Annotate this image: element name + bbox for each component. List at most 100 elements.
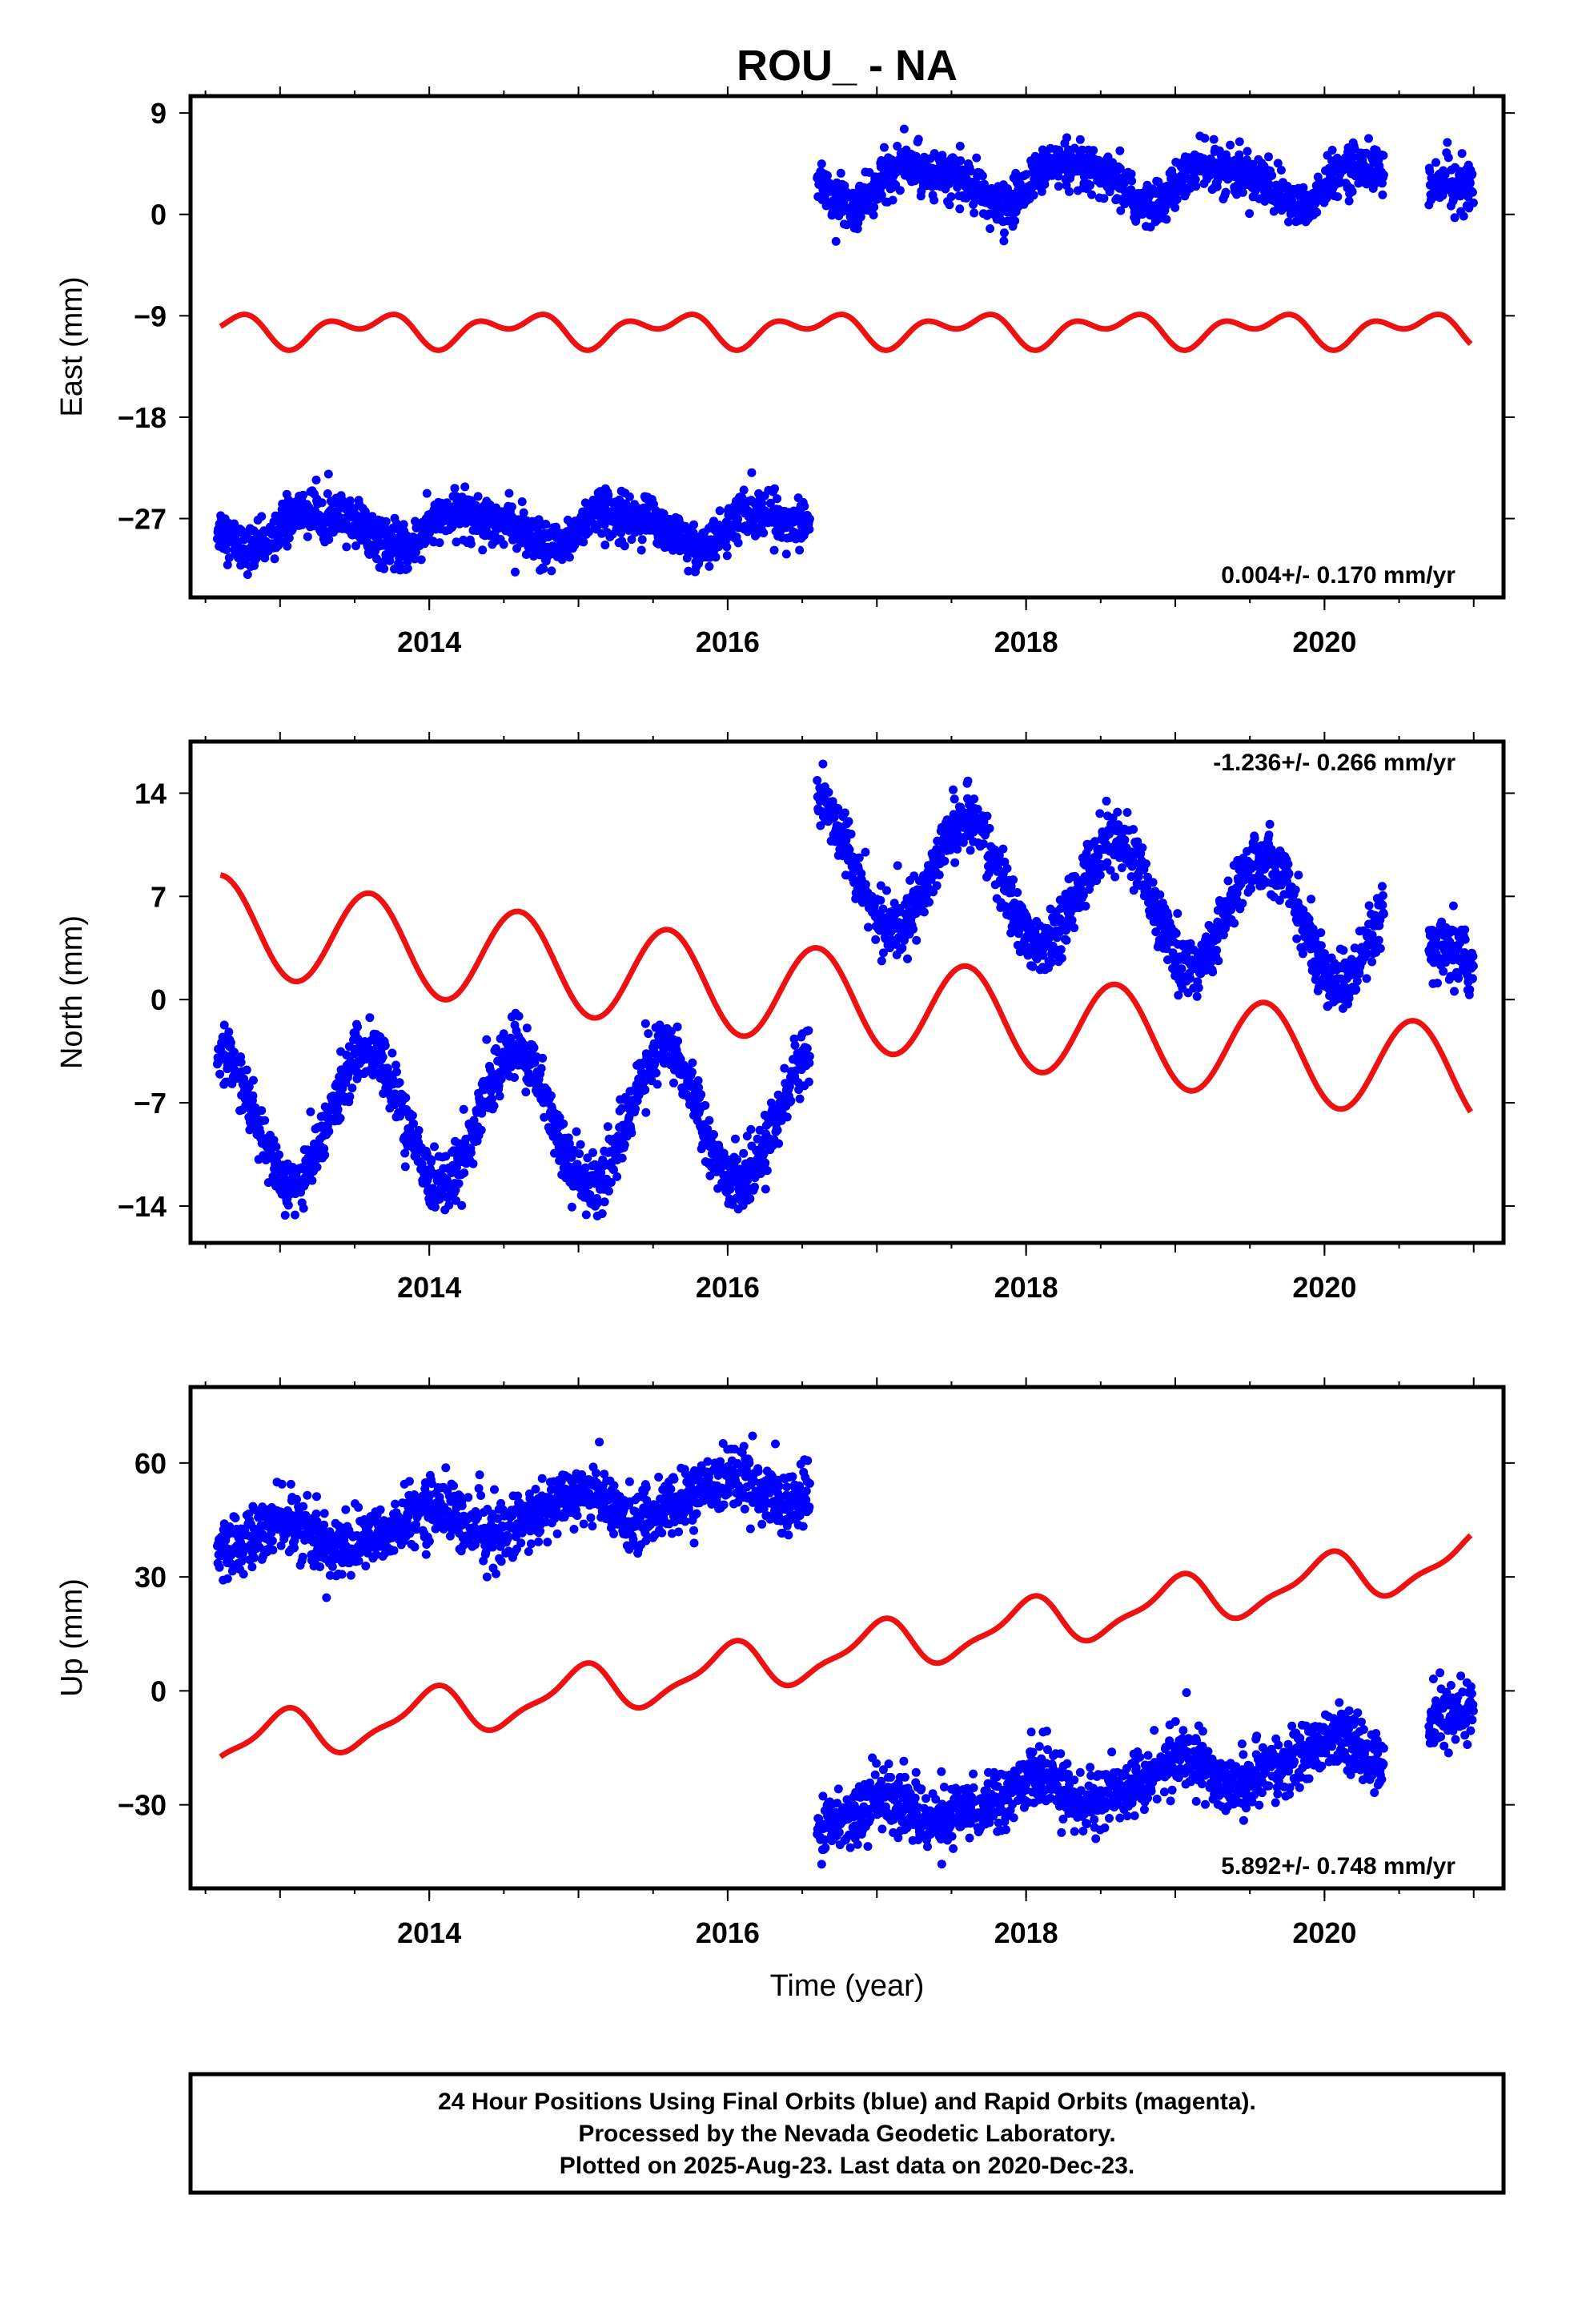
data-point [1468,187,1477,197]
data-point [476,1125,486,1135]
data-point [391,1060,400,1070]
data-point [1138,843,1147,853]
data-point [572,1160,582,1169]
data-point [966,167,976,176]
data-point [1364,134,1373,143]
rate-label: 0.004+/- 0.170 mm/yr [1221,562,1456,589]
data-point [1431,158,1440,167]
data-point [379,564,389,573]
data-point [861,847,870,857]
data-point [694,1083,704,1092]
data-point [1120,835,1130,845]
data-point [248,1091,258,1100]
data-point [972,153,982,163]
data-point [270,554,279,564]
data-point [1115,146,1125,155]
data-point [1312,207,1322,217]
data-point [1078,145,1087,155]
data-point [307,1176,317,1185]
data-point [773,494,782,504]
data-point [1115,163,1125,173]
data-point [1155,890,1165,899]
data-point [925,898,934,907]
data-point [956,156,966,166]
data-point [317,498,327,508]
data-point [603,1122,612,1132]
data-point [567,1202,576,1212]
data-point [452,537,461,547]
data-point [782,1112,792,1122]
data-point [687,1068,697,1077]
data-point [869,203,879,212]
data-point [222,545,231,555]
data-point [846,830,856,838]
data-point [403,564,412,573]
data-point [1276,166,1286,175]
data-point [739,1148,749,1158]
data-point [1105,830,1114,838]
data-point [1138,210,1147,219]
data-point [761,1158,770,1168]
data-point [1040,179,1050,189]
data-point [978,839,988,849]
data-point [559,1119,568,1128]
data-point [888,195,897,205]
data-point [946,192,956,202]
data-point [1379,170,1388,179]
data-point [620,1140,629,1150]
data-point [399,520,408,529]
data-point [306,1107,315,1116]
data-point [257,512,267,521]
data-point [805,514,814,524]
data-point [1054,171,1063,181]
data-point [422,489,432,498]
data-point [539,564,548,573]
data-point [998,844,1008,854]
data-point [1116,206,1126,215]
data-point [913,135,923,144]
data-point [1440,170,1450,179]
data-point [932,881,942,891]
data-point [223,560,232,569]
data-point [804,1077,813,1087]
data-point [597,1209,607,1218]
data-point [499,540,508,549]
observation-points [213,124,1478,579]
data-point [452,1196,460,1205]
y-tick-label: −9 [134,300,167,332]
data-point [609,1165,618,1175]
data-point [395,1078,404,1088]
data-point [538,1053,548,1063]
data-point [739,485,749,495]
data-point [1425,167,1435,176]
data-point [230,1047,239,1057]
data-point [1171,929,1181,938]
data-point [644,1029,653,1039]
data-point [733,514,743,524]
data-point [303,532,312,541]
data-point [742,1132,752,1141]
data-point [877,956,886,966]
data-point [1099,194,1109,203]
data-point [1335,179,1344,187]
data-point [652,1068,661,1078]
data-point [949,785,958,794]
data-point [547,566,556,576]
data-point [982,811,992,821]
data-point [592,522,602,532]
data-point [1106,866,1115,875]
data-point [684,566,693,576]
data-point [774,1139,784,1148]
data-point [448,521,457,531]
data-point [1129,825,1138,834]
data-point [381,517,391,526]
data-point [283,1200,293,1210]
data-point [669,1078,678,1088]
data-point [842,220,851,230]
data-point [468,1159,478,1168]
data-point [1209,135,1219,144]
data-point [994,850,1004,860]
data-point [1089,146,1098,155]
data-point [550,1148,559,1158]
data-point [335,1113,345,1123]
